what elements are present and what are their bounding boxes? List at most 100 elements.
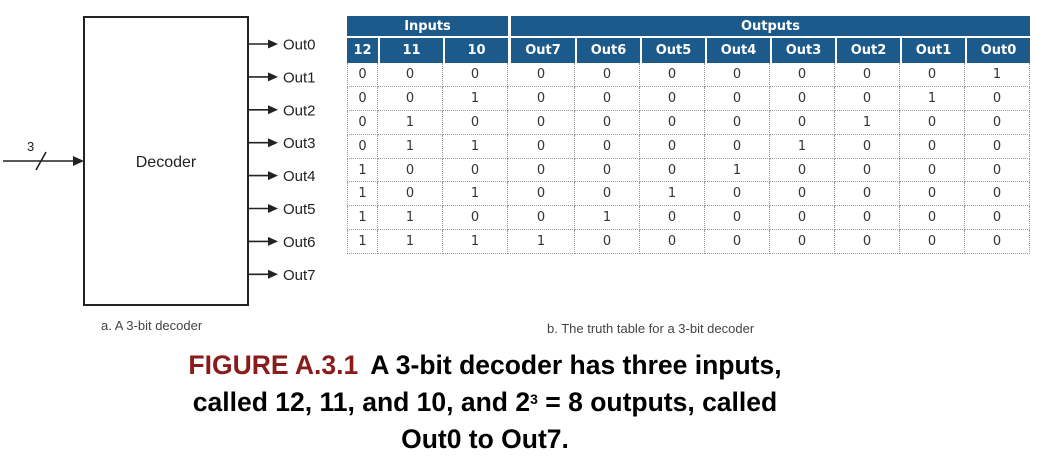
column-header: Out0 bbox=[965, 36, 1030, 63]
table-cell: 0 bbox=[640, 135, 705, 159]
inputs-group-header: Inputs bbox=[347, 16, 508, 36]
table-cell: 0 bbox=[508, 182, 575, 206]
output-arrowhead bbox=[268, 237, 278, 246]
caption-exponent: 3 bbox=[530, 391, 538, 407]
table-cell: 1 bbox=[378, 135, 443, 159]
table-cell: 0 bbox=[835, 135, 900, 159]
table-cell: 0 bbox=[965, 87, 1030, 111]
table-cell: 0 bbox=[508, 135, 575, 159]
input-bus-arrowhead bbox=[73, 156, 84, 166]
decoder-label: Decoder bbox=[136, 154, 197, 171]
table-cell: 1 bbox=[640, 182, 705, 206]
table-cell: 0 bbox=[575, 87, 640, 111]
table-cell: 0 bbox=[770, 182, 835, 206]
table-cell: 0 bbox=[575, 63, 640, 87]
output-arrowhead bbox=[268, 40, 278, 49]
table-cell: 0 bbox=[640, 111, 705, 135]
caption-line2-post: = 8 outputs, called bbox=[538, 387, 777, 417]
table-cell: 1 bbox=[347, 230, 378, 254]
table-cell: 0 bbox=[770, 87, 835, 111]
table-cell: 1 bbox=[347, 206, 378, 230]
table-cell: 0 bbox=[705, 63, 770, 87]
output-label: Out5 bbox=[283, 201, 316, 218]
output-label: Out7 bbox=[283, 267, 316, 284]
table-cell: 0 bbox=[770, 159, 835, 183]
table-cell: 1 bbox=[443, 87, 508, 111]
figure-label: FIGURE A.3.1 bbox=[188, 350, 358, 380]
table-cell: 1 bbox=[900, 87, 965, 111]
table-cell: 0 bbox=[705, 206, 770, 230]
outputs-group-header: Outputs bbox=[508, 16, 1030, 36]
caption-line1-text: A 3-bit decoder has three inputs, bbox=[370, 350, 781, 380]
table-cell: 0 bbox=[965, 135, 1030, 159]
table-cell: 1 bbox=[378, 111, 443, 135]
table-cell: 0 bbox=[443, 206, 508, 230]
table-cell: 1 bbox=[443, 230, 508, 254]
table-cell: 0 bbox=[347, 63, 378, 87]
table-cell: 0 bbox=[575, 159, 640, 183]
table-row: 10100100000 bbox=[347, 182, 1030, 206]
table-cell: 0 bbox=[705, 230, 770, 254]
table-cell: 1 bbox=[770, 135, 835, 159]
column-header: Out3 bbox=[770, 36, 835, 63]
table-cell: 1 bbox=[378, 230, 443, 254]
table-cell: 0 bbox=[575, 230, 640, 254]
output-label: Out6 bbox=[283, 234, 316, 251]
table-cell: 0 bbox=[965, 182, 1030, 206]
table-cell: 0 bbox=[347, 87, 378, 111]
table-cell: 0 bbox=[965, 206, 1030, 230]
table-cell: 0 bbox=[900, 159, 965, 183]
table-cell: 0 bbox=[508, 206, 575, 230]
table-cell: 0 bbox=[443, 159, 508, 183]
column-header: Out6 bbox=[575, 36, 640, 63]
output-arrowhead bbox=[268, 72, 278, 81]
table-cell: 0 bbox=[770, 230, 835, 254]
table-cell: 0 bbox=[900, 135, 965, 159]
table-cell: 0 bbox=[347, 111, 378, 135]
table-cell: 0 bbox=[508, 63, 575, 87]
output-label: Out3 bbox=[283, 135, 316, 152]
table-cell: 0 bbox=[770, 63, 835, 87]
column-header: Out7 bbox=[508, 36, 575, 63]
column-header: 12 bbox=[347, 36, 378, 63]
table-cell: 0 bbox=[705, 87, 770, 111]
table-cell: 0 bbox=[770, 206, 835, 230]
table-cell: 0 bbox=[900, 182, 965, 206]
table-cell: 0 bbox=[640, 206, 705, 230]
column-header: Out2 bbox=[835, 36, 900, 63]
table-cell: 0 bbox=[965, 159, 1030, 183]
table-cell: 1 bbox=[443, 135, 508, 159]
table-cell: 0 bbox=[378, 63, 443, 87]
table-cell: 0 bbox=[378, 87, 443, 111]
table-cell: 0 bbox=[705, 135, 770, 159]
caption-part-a: a. A 3-bit decoder bbox=[101, 318, 202, 333]
table-cell: 0 bbox=[835, 87, 900, 111]
table-cell: 1 bbox=[965, 63, 1030, 87]
table-cell: 0 bbox=[640, 63, 705, 87]
table-row: 01100001000 bbox=[347, 135, 1030, 159]
caption-line-1: FIGURE A.3.1 A 3-bit decoder has three in… bbox=[60, 347, 910, 384]
table-cell: 1 bbox=[347, 159, 378, 183]
table-cell: 0 bbox=[770, 111, 835, 135]
table-cell: 0 bbox=[835, 182, 900, 206]
table-cell: 1 bbox=[575, 206, 640, 230]
table-cell: 0 bbox=[443, 63, 508, 87]
table-cell: 1 bbox=[378, 206, 443, 230]
caption-line-2: called 12, 11, and 10, and 23 = 8 output… bbox=[60, 384, 910, 421]
column-header: 10 bbox=[443, 36, 508, 63]
output-arrowhead bbox=[268, 171, 278, 180]
table-cell: 1 bbox=[705, 159, 770, 183]
output-arrowhead bbox=[268, 204, 278, 213]
table-cell: 0 bbox=[705, 111, 770, 135]
table-cell: 0 bbox=[835, 159, 900, 183]
column-header: 11 bbox=[378, 36, 443, 63]
table-cell: 1 bbox=[835, 111, 900, 135]
caption-line-3: Out0 to Out7. bbox=[60, 421, 910, 458]
table-cell: 0 bbox=[575, 135, 640, 159]
